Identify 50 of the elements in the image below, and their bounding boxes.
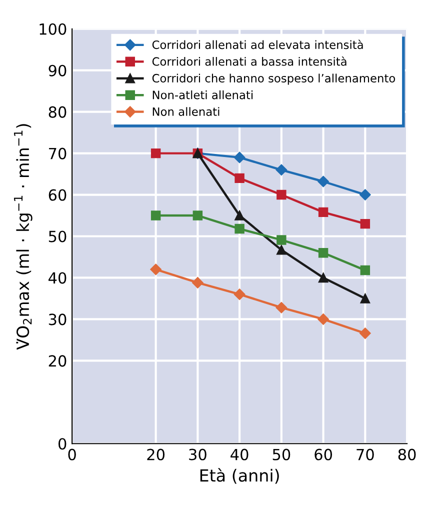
- point: [360, 328, 371, 339]
- y-axis-title: V̇O$_{2}$max (ml · kg$^{−1}$ · min$^{−1}$): [14, 124, 32, 350]
- point: [150, 210, 161, 220]
- point: [360, 265, 370, 276]
- y-tick-label: 0: [58, 438, 66, 450]
- y-tick-label: 80: [48, 106, 66, 118]
- legend-label: Non allenati: [152, 107, 220, 116]
- x-tick-label: 60: [314, 448, 332, 460]
- point: [234, 288, 246, 300]
- point: [360, 189, 371, 200]
- x-tick-label: 70: [356, 448, 374, 460]
- y-tick-label: 90: [48, 64, 66, 76]
- x-axis-title: Età (anni): [200, 468, 279, 484]
- legend-label: Corridori che hanno sospeso l’allenamento: [152, 74, 396, 85]
- x-tick-label: 20: [147, 448, 165, 460]
- x-tick-label: 50: [272, 448, 290, 460]
- point: [192, 210, 203, 220]
- point: [234, 224, 244, 234]
- y-tick-label: 40: [48, 272, 66, 284]
- point: [276, 302, 288, 314]
- point: [276, 245, 286, 255]
- y-tick-label: 60: [48, 189, 66, 201]
- point: [318, 272, 328, 283]
- point: [276, 164, 288, 176]
- x-tick-label: 30: [189, 448, 206, 460]
- y-tick-label: 20: [48, 355, 66, 367]
- y-tick-label: 70: [49, 148, 66, 160]
- point: [360, 218, 370, 229]
- x-tick-label: 0: [68, 448, 76, 460]
- x-tick-label: 80: [398, 448, 416, 460]
- point: [318, 207, 328, 218]
- point: [276, 190, 286, 200]
- point: [360, 294, 370, 304]
- point: [234, 173, 244, 184]
- point: [276, 235, 286, 245]
- point: [234, 210, 244, 220]
- point: [192, 277, 204, 288]
- point: [150, 264, 162, 276]
- legend-label: Non-atleti allenati: [152, 90, 253, 100]
- y-tick-label: 30: [48, 314, 66, 326]
- x-tick-label: 40: [230, 448, 248, 460]
- point: [150, 148, 161, 158]
- point: [318, 248, 328, 258]
- point: [234, 152, 246, 164]
- legend-label: Corridori allenati a bassa intensità: [152, 56, 346, 66]
- y-tick-label: 100: [40, 23, 66, 35]
- point: [318, 314, 329, 325]
- legend-label: Corridori allenati ad elevata intensità: [152, 40, 363, 50]
- point: [318, 176, 329, 188]
- y-tick-label: 50: [48, 230, 66, 242]
